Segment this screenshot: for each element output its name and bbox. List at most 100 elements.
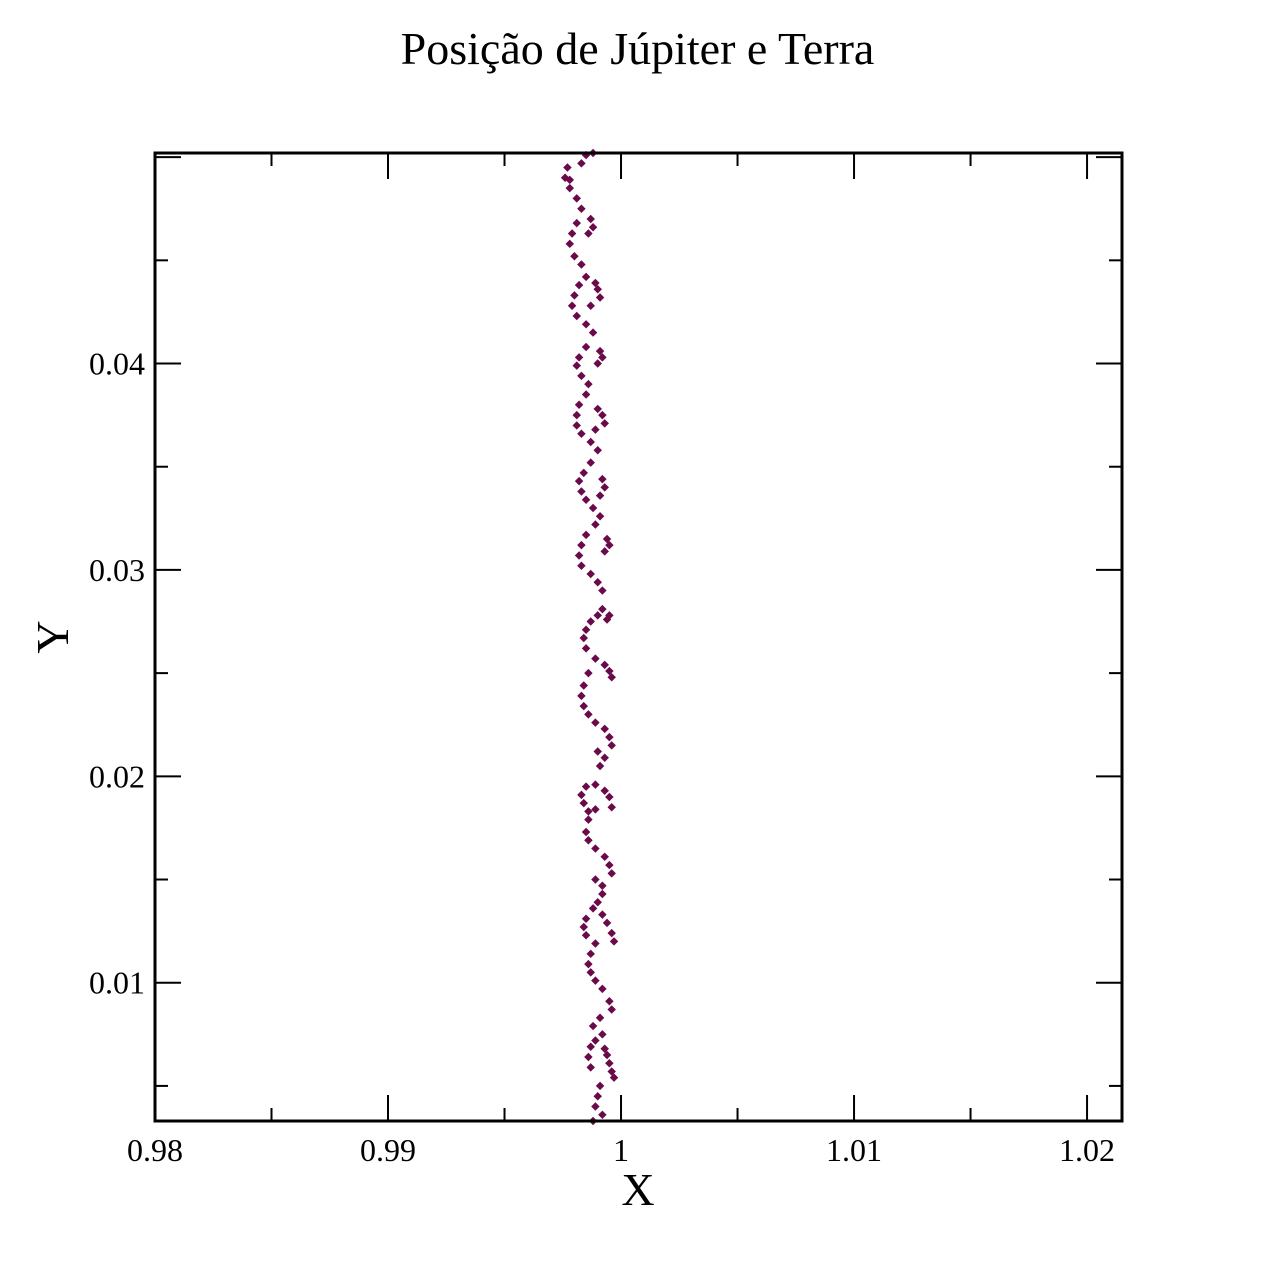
data-point xyxy=(586,949,595,959)
data-point xyxy=(565,239,575,249)
data-point xyxy=(593,404,602,414)
data-point xyxy=(591,939,600,948)
data-point xyxy=(602,615,612,624)
data-point xyxy=(586,1063,595,1072)
data-point xyxy=(607,869,616,878)
y-tick-label: 0.02 xyxy=(89,758,145,794)
data-point xyxy=(598,889,607,899)
data-point xyxy=(605,860,614,870)
x-tick-label: 1.01 xyxy=(826,1132,882,1168)
data-point xyxy=(577,487,586,496)
data-point xyxy=(574,551,584,560)
data-point xyxy=(598,474,607,484)
data-point xyxy=(586,301,595,310)
data-point xyxy=(577,429,586,438)
data-point xyxy=(600,1044,609,1054)
data-point xyxy=(588,503,598,513)
data-point xyxy=(586,569,595,579)
data-point xyxy=(572,410,581,420)
data-point xyxy=(591,780,600,789)
data-point xyxy=(577,204,586,213)
data-point xyxy=(598,586,607,595)
data-point xyxy=(591,805,600,814)
data-point xyxy=(595,293,605,302)
data-point xyxy=(593,747,602,756)
data-point xyxy=(588,223,598,232)
data-point xyxy=(588,1021,598,1031)
data-point xyxy=(581,644,591,653)
data-point xyxy=(581,914,591,923)
data-point xyxy=(607,803,616,812)
data-point xyxy=(579,681,588,690)
data-point xyxy=(572,421,581,430)
chart-title: Posição de Júpiter e Terra xyxy=(400,23,875,74)
data-point xyxy=(581,931,591,940)
data-point xyxy=(591,1036,600,1045)
y-tick-label: 0.01 xyxy=(89,965,145,1001)
data-point xyxy=(598,353,607,362)
data-point xyxy=(602,534,612,544)
data-point xyxy=(607,673,616,682)
data-point xyxy=(584,668,593,678)
data-point xyxy=(600,547,609,556)
data-point xyxy=(595,491,605,500)
data-point xyxy=(586,437,595,447)
ticks-layer: 0.98 0.99 1 1.01 1.02 0.01 0.02 0.03 0.04 xyxy=(89,153,1122,1168)
points-layer xyxy=(560,148,619,1126)
data-point xyxy=(593,897,602,907)
data-point xyxy=(598,881,607,890)
data-point xyxy=(598,604,607,614)
data-point xyxy=(581,530,591,540)
data-point xyxy=(607,1067,616,1076)
data-point xyxy=(595,761,605,771)
x-axis-label: X xyxy=(621,1164,654,1215)
data-point xyxy=(581,782,591,791)
x-tick-label: 1.02 xyxy=(1059,1132,1115,1168)
data-point xyxy=(593,578,602,587)
data-point xyxy=(593,284,602,294)
data-point xyxy=(600,753,609,762)
data-point xyxy=(570,291,579,300)
data-point xyxy=(593,359,602,368)
data-point xyxy=(593,445,602,455)
data-point xyxy=(593,611,602,620)
data-point xyxy=(572,218,581,228)
data-point xyxy=(605,666,614,676)
data-point xyxy=(591,520,600,529)
data-point xyxy=(600,483,609,492)
data-point xyxy=(588,904,598,913)
data-point xyxy=(600,852,609,862)
data-point xyxy=(574,280,584,290)
data-point xyxy=(595,1013,605,1023)
data-point xyxy=(586,617,595,626)
data-point xyxy=(609,937,619,946)
data-point xyxy=(591,976,600,985)
data-point xyxy=(591,654,600,663)
data-point xyxy=(577,159,586,168)
data-point xyxy=(579,922,588,932)
data-point xyxy=(584,815,593,824)
data-point xyxy=(605,1058,614,1068)
x-tick-label: 0.99 xyxy=(360,1132,416,1168)
data-point xyxy=(584,836,593,845)
data-point xyxy=(586,214,595,224)
data-point xyxy=(591,718,600,727)
data-point xyxy=(605,997,614,1006)
y-axis-label: Y xyxy=(27,620,78,653)
data-point xyxy=(584,710,593,719)
data-point xyxy=(584,1052,593,1062)
data-point xyxy=(607,1005,616,1014)
data-point xyxy=(577,260,586,269)
data-point xyxy=(591,875,600,884)
data-point xyxy=(607,928,616,938)
data-point xyxy=(581,495,591,504)
data-point xyxy=(574,400,584,410)
data-point xyxy=(598,910,607,919)
data-point xyxy=(581,390,591,399)
data-point xyxy=(572,194,581,203)
data-point xyxy=(572,361,581,370)
data-point xyxy=(570,251,579,261)
data-point xyxy=(598,1110,607,1120)
data-point xyxy=(607,741,616,750)
data-point xyxy=(598,984,607,994)
